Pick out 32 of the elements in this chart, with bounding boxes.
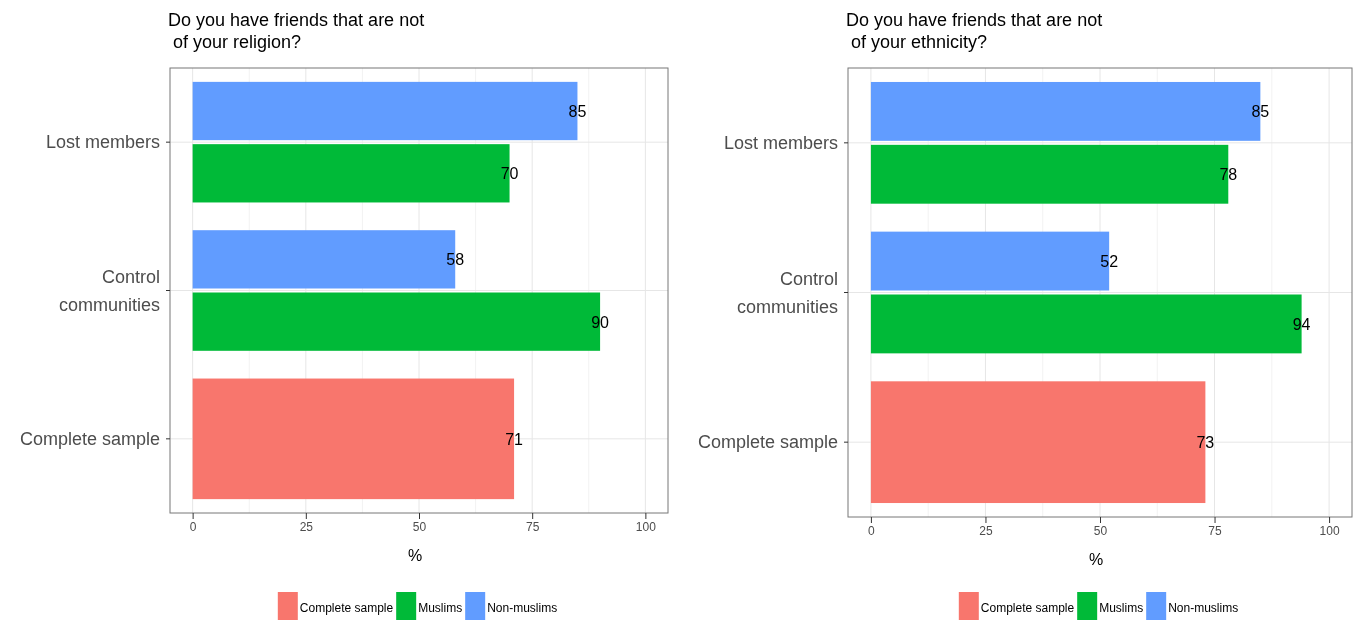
chart-title: Do you have friends that are not of your ethnicity? bbox=[846, 10, 1103, 52]
legend-label: Non-muslims bbox=[1168, 601, 1239, 615]
y-tick-label: Lost members bbox=[45, 132, 160, 153]
y-tick-label: Lost members bbox=[723, 132, 838, 153]
data-label: 73 bbox=[1196, 434, 1215, 452]
x-axis-title: % bbox=[1088, 551, 1104, 568]
x-tick-label: 0 bbox=[189, 519, 197, 534]
legend-label: Non-muslims bbox=[487, 601, 558, 615]
legend-label: Complete sample bbox=[980, 601, 1075, 615]
legend-label: Muslims bbox=[418, 601, 463, 615]
x-tick-label: 100 bbox=[1319, 523, 1340, 538]
y-tick-label: Control communities bbox=[736, 268, 838, 317]
legend-label: Complete sample bbox=[299, 601, 394, 615]
x-tick-label: 25 bbox=[979, 523, 993, 538]
x-tick-label: 25 bbox=[299, 519, 314, 534]
data-label: 52 bbox=[1100, 253, 1119, 271]
x-tick-label: 50 bbox=[412, 519, 427, 534]
data-label: 85 bbox=[568, 103, 587, 121]
x-tick-label: 75 bbox=[526, 519, 540, 534]
x-tick-label: 0 bbox=[868, 523, 876, 538]
data-label: 85 bbox=[1251, 103, 1270, 121]
x-tick-label: 50 bbox=[1093, 523, 1108, 538]
x-tick-label: 100 bbox=[635, 519, 657, 534]
y-tick-label: Complete sample bbox=[19, 428, 160, 449]
chart-title: Do you have friends that are not of your religion? bbox=[168, 10, 425, 52]
data-label: 58 bbox=[446, 251, 465, 269]
legend-label: Muslims bbox=[1099, 601, 1144, 615]
y-tick-label: Control communities bbox=[58, 266, 160, 315]
data-label: 71 bbox=[505, 430, 524, 448]
y-tick-label: Complete sample bbox=[697, 432, 838, 453]
x-axis-title: % bbox=[407, 547, 423, 564]
x-tick-label: 75 bbox=[1208, 523, 1223, 538]
